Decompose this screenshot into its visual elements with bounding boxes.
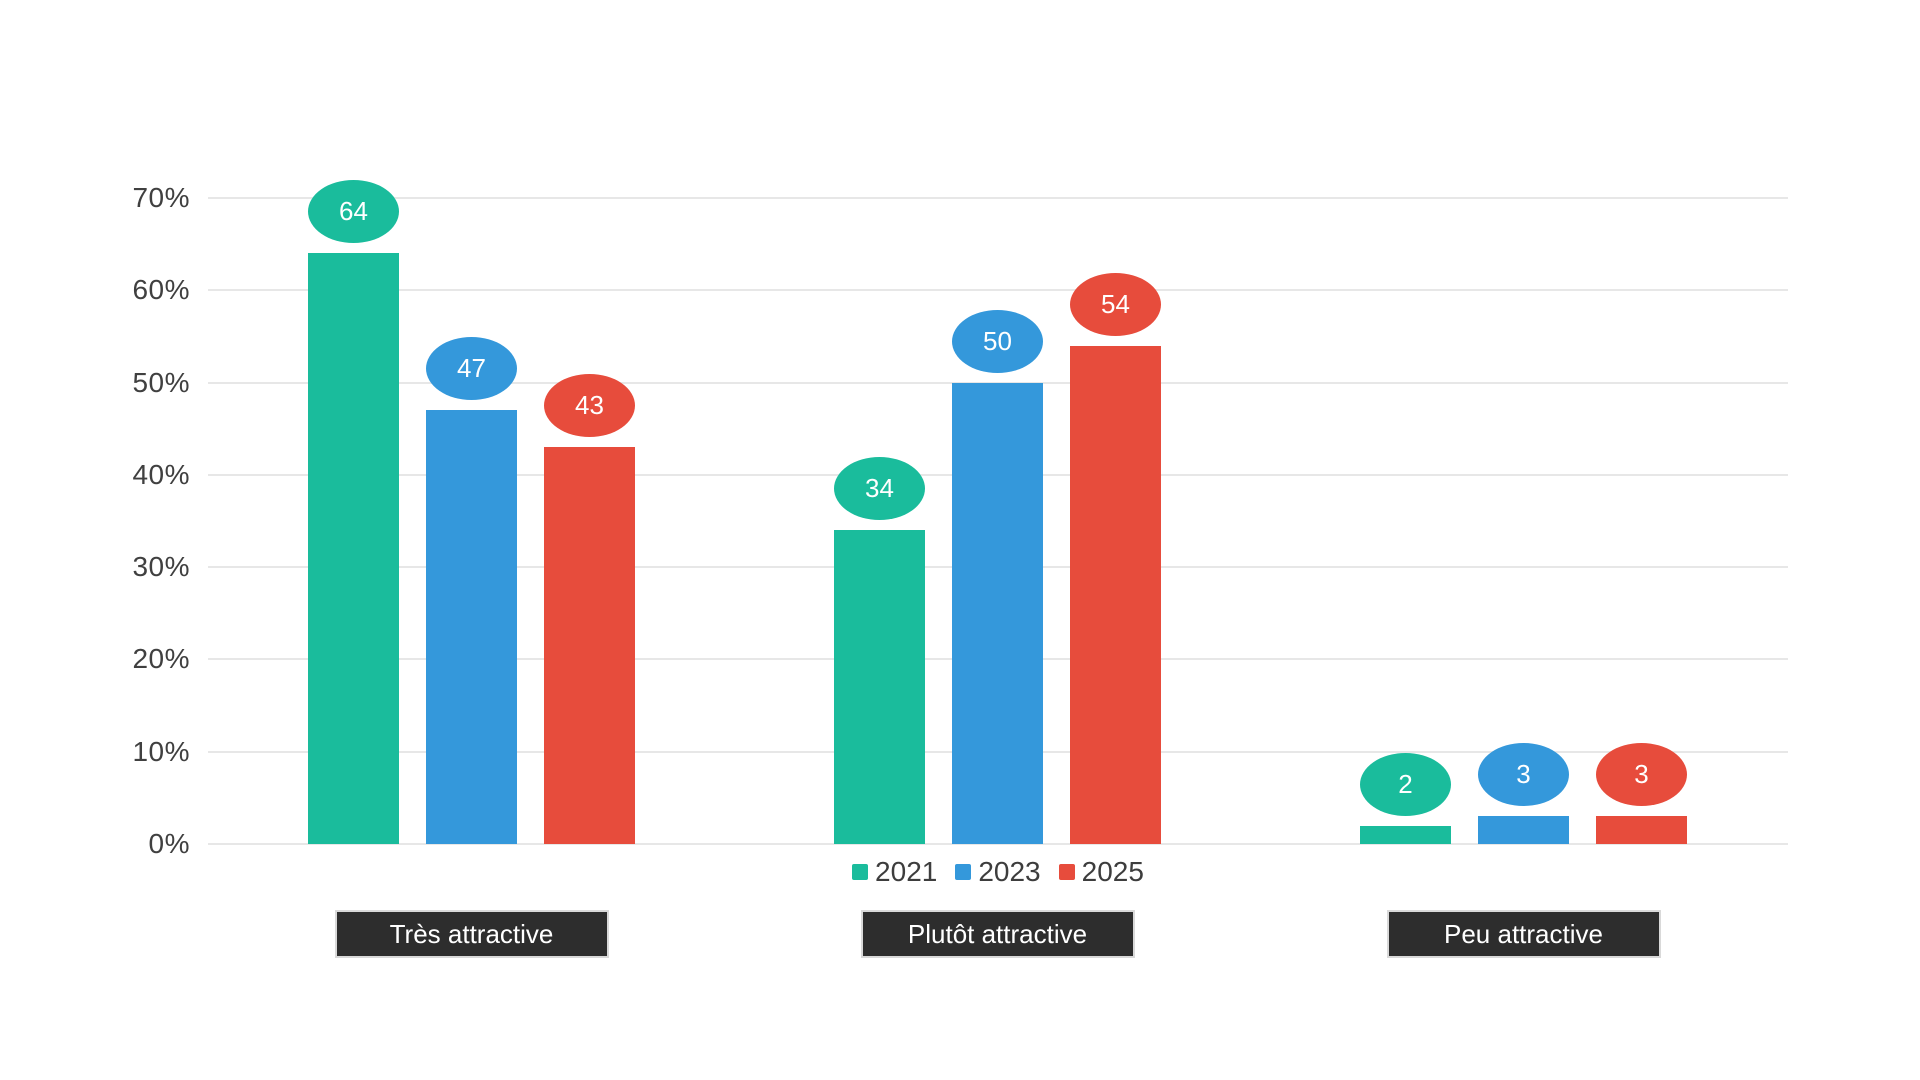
bar-2025 — [1596, 816, 1687, 844]
value-badge-2023: 3 — [1478, 743, 1569, 807]
gridline — [208, 843, 1788, 845]
category-label-3: Peu attractive — [1386, 910, 1661, 958]
y-tick-label: 20% — [132, 643, 190, 675]
legend-label: 2021 — [875, 856, 938, 887]
value-badge-2025: 43 — [544, 374, 635, 438]
gridline — [208, 197, 1788, 199]
value-badge-2025: 54 — [1070, 272, 1161, 336]
legend: 2021 2023 2025 — [208, 856, 1788, 888]
legend-item-2025: 2025 — [1058, 856, 1144, 888]
bar-2025 — [1070, 345, 1161, 844]
category-label-2: Plutôt attractive — [860, 910, 1135, 958]
y-axis: 0% 10% 20% 30% 40% 50% 60% 70% — [0, 182, 190, 859]
y-tick-label: 10% — [132, 735, 190, 767]
category-labels: Très attractive Plutôt attractive Peu attr… — [0, 910, 1920, 962]
bar-group: 64 47 43 — [308, 180, 635, 844]
legend-item-2021: 2021 — [852, 856, 937, 888]
plot-area: 64 47 43 34 50 54 2 3 3 — [208, 180, 1788, 845]
value-badge-2025: 3 — [1596, 743, 1687, 807]
bar-group: 34 50 54 — [834, 198, 1161, 844]
gridline — [208, 381, 1788, 384]
legend-label: 2023 — [978, 856, 1041, 887]
legend-marker-2021 — [852, 864, 869, 880]
bar-2021 — [834, 530, 925, 844]
y-tick-label: 30% — [132, 551, 190, 583]
bar-2025 — [544, 447, 635, 844]
category-label-1: Très attractive — [334, 910, 609, 958]
value-badge-2021: 64 — [308, 180, 399, 244]
bar-2021 — [308, 253, 399, 844]
legend-marker-2025 — [1058, 864, 1075, 880]
bar-2021 — [1360, 825, 1451, 844]
gridline — [208, 289, 1788, 292]
y-tick-label: 60% — [132, 274, 190, 306]
y-tick-label: 0% — [148, 828, 190, 859]
legend-marker-2023 — [955, 864, 972, 880]
y-tick-label: 70% — [132, 182, 190, 213]
y-tick-label: 50% — [132, 366, 190, 398]
bar-2023 — [426, 410, 517, 844]
bar-2023 — [952, 382, 1043, 844]
legend-label: 2025 — [1081, 856, 1144, 887]
value-badge-2023: 50 — [952, 309, 1043, 373]
value-badge-2023: 47 — [426, 337, 517, 401]
bar-2023 — [1478, 816, 1569, 844]
y-tick-label: 40% — [132, 458, 190, 490]
legend-item-2023: 2023 — [955, 856, 1041, 888]
value-badge-2021: 2 — [1360, 752, 1451, 816]
value-badge-2021: 34 — [834, 457, 925, 521]
